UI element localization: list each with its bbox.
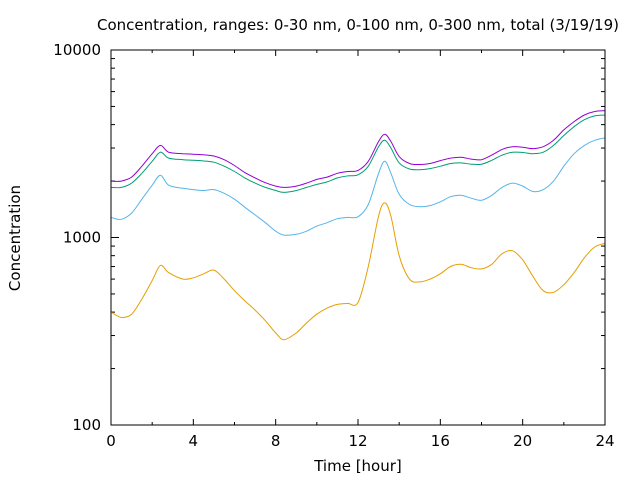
series-line-2 (110, 137, 606, 236)
x-tick-label: 8 (271, 432, 281, 450)
y-tick-label: 10000 (53, 41, 101, 59)
x-tick-label: 24 (595, 432, 614, 450)
x-tick-label: 0 (106, 432, 116, 450)
plot-frame (110, 49, 606, 426)
series-line-1 (110, 202, 606, 341)
x-tick-label: 12 (348, 432, 367, 450)
series-line-3 (110, 114, 606, 193)
chart-title: Concentration, ranges: 0-30 nm, 0-100 nm… (97, 16, 619, 34)
series-line-4 (110, 110, 606, 188)
x-tick-label: 16 (431, 432, 450, 450)
x-axis-label: Time [hour] (313, 457, 402, 475)
y-tick-label: 1000 (63, 229, 101, 247)
y-tick-label: 100 (72, 416, 101, 434)
x-tick-label: 20 (513, 432, 532, 450)
y-axis-label: Concentration (6, 185, 24, 291)
x-tick-label: 4 (189, 432, 199, 450)
